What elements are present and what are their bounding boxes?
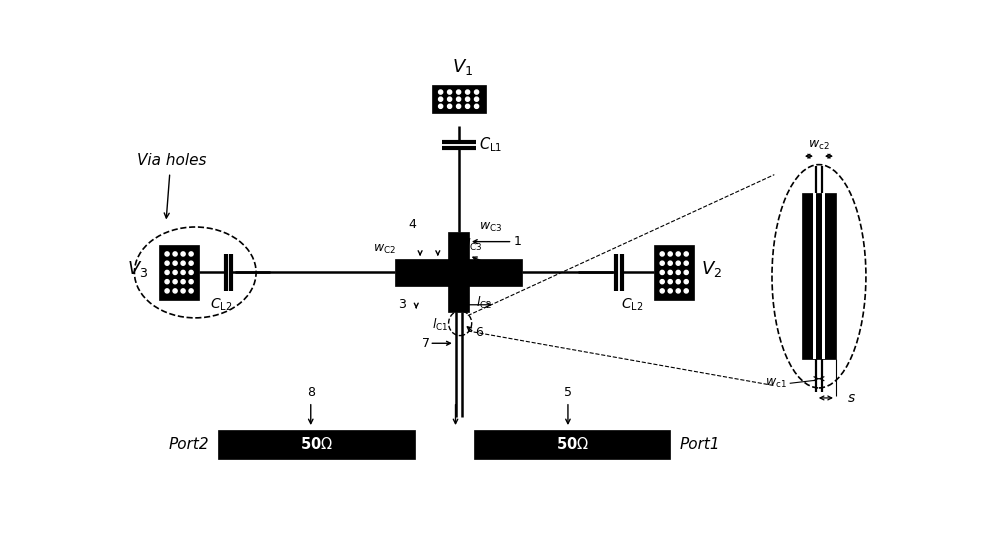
Circle shape: [181, 252, 185, 256]
Circle shape: [457, 97, 461, 101]
Bar: [822, 193, 825, 359]
Text: Via holes: Via holes: [137, 153, 206, 168]
Circle shape: [189, 280, 193, 284]
Bar: [432, 85, 486, 114]
Circle shape: [165, 270, 169, 275]
Circle shape: [684, 289, 688, 293]
Circle shape: [668, 280, 672, 284]
Circle shape: [466, 104, 470, 109]
Text: $V_2$: $V_2$: [701, 258, 722, 278]
Circle shape: [660, 252, 664, 256]
Circle shape: [173, 252, 177, 256]
Circle shape: [684, 261, 688, 265]
Circle shape: [165, 280, 169, 284]
Circle shape: [173, 270, 177, 275]
Text: 2: 2: [499, 263, 507, 276]
Text: $w_{\rm c2}$: $w_{\rm c2}$: [808, 139, 830, 152]
Circle shape: [439, 97, 443, 101]
Circle shape: [165, 261, 169, 265]
Text: 3: 3: [399, 298, 406, 311]
Circle shape: [181, 280, 185, 284]
Circle shape: [668, 270, 672, 275]
Circle shape: [474, 90, 479, 94]
Circle shape: [676, 252, 680, 256]
Bar: [395, 259, 522, 286]
Text: $C_{\rm L2}$: $C_{\rm L2}$: [621, 296, 644, 313]
Circle shape: [439, 104, 443, 109]
Circle shape: [684, 270, 688, 275]
Circle shape: [181, 270, 185, 275]
Circle shape: [676, 270, 680, 275]
Circle shape: [660, 261, 664, 265]
Circle shape: [660, 289, 664, 293]
Circle shape: [181, 261, 185, 265]
Text: $l_{\rm C3}$: $l_{\rm C3}$: [466, 237, 483, 253]
Circle shape: [439, 90, 443, 94]
Circle shape: [466, 90, 470, 94]
Text: 6: 6: [476, 326, 483, 339]
Text: Port1: Port1: [680, 437, 720, 452]
Text: $C_{\rm L1}$: $C_{\rm L1}$: [479, 136, 503, 154]
Text: 4: 4: [408, 218, 416, 231]
Text: $w_{\rm c1}$: $w_{\rm c1}$: [765, 377, 787, 390]
Bar: [654, 245, 694, 300]
Circle shape: [660, 270, 664, 275]
Bar: [474, 429, 670, 459]
Circle shape: [173, 280, 177, 284]
Text: $l_{\rm C2}$: $l_{\rm C2}$: [476, 295, 492, 311]
Circle shape: [165, 252, 169, 256]
Text: $V_1$: $V_1$: [452, 57, 473, 77]
Circle shape: [457, 90, 461, 94]
Circle shape: [684, 280, 688, 284]
Circle shape: [189, 261, 193, 265]
Text: 7: 7: [422, 337, 430, 350]
Circle shape: [165, 289, 169, 293]
Text: 50$\Omega$: 50$\Omega$: [556, 436, 589, 452]
Circle shape: [448, 104, 452, 109]
Bar: [218, 429, 415, 459]
Circle shape: [448, 90, 452, 94]
Text: $w_{\rm C2}$: $w_{\rm C2}$: [373, 243, 395, 256]
Circle shape: [676, 280, 680, 284]
Circle shape: [173, 289, 177, 293]
Bar: [802, 193, 836, 359]
Circle shape: [189, 252, 193, 256]
Circle shape: [457, 104, 461, 109]
Circle shape: [668, 252, 672, 256]
Circle shape: [668, 261, 672, 265]
Circle shape: [181, 289, 185, 293]
Text: $V_3$: $V_3$: [127, 258, 148, 278]
Text: Port2: Port2: [168, 437, 209, 452]
Bar: [159, 245, 199, 300]
Circle shape: [189, 270, 193, 275]
Circle shape: [189, 289, 193, 293]
Bar: [448, 232, 469, 312]
Text: $l_{\rm C1}$: $l_{\rm C1}$: [432, 317, 449, 333]
Circle shape: [676, 261, 680, 265]
Circle shape: [668, 289, 672, 293]
Text: 5: 5: [564, 385, 572, 399]
Text: 8: 8: [307, 385, 315, 399]
Circle shape: [676, 289, 680, 293]
Circle shape: [660, 280, 664, 284]
Circle shape: [466, 97, 470, 101]
Text: 50$\Omega$: 50$\Omega$: [300, 436, 333, 452]
Circle shape: [474, 97, 479, 101]
Circle shape: [474, 104, 479, 109]
Circle shape: [448, 97, 452, 101]
Text: $s$: $s$: [847, 391, 856, 405]
Text: $w_{\rm C3}$: $w_{\rm C3}$: [479, 221, 502, 234]
Circle shape: [173, 261, 177, 265]
Text: $C_{\rm L2}$: $C_{\rm L2}$: [210, 296, 233, 313]
Circle shape: [684, 252, 688, 256]
Text: 1: 1: [514, 235, 522, 248]
Bar: [813, 193, 816, 359]
